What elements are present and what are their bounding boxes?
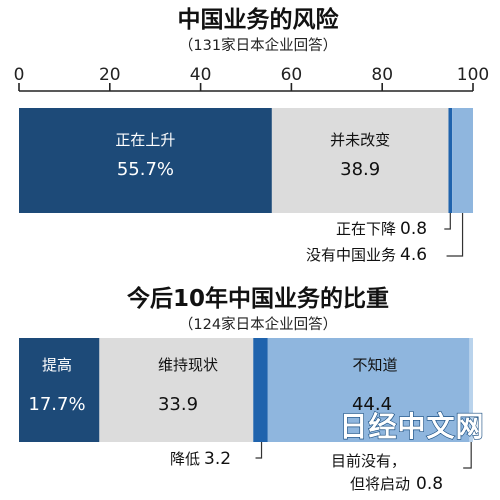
chart-1-subtitle: （131家日本企业回答） [179, 36, 337, 54]
callout-label: 降低 [170, 450, 200, 468]
segment-value: 17.7% [28, 394, 85, 415]
bar-segment [19, 338, 100, 442]
segment-value: 55.7% [117, 159, 174, 180]
callout-leader [444, 213, 451, 230]
segment-label: 不知道 [352, 356, 397, 374]
callout-value: 0.8 [400, 219, 427, 239]
bar-segment [253, 338, 268, 442]
chart-2-subtitle: （124家日本企业回答） [179, 315, 337, 333]
chart-2: 今后10年中国业务的比重 （124家日本企业回答） 提高 17.7% 维持现状 33.… [19, 285, 473, 494]
callout-label-line-2: 但将启动 [350, 475, 410, 493]
segment-label: 正在上升 [115, 131, 175, 149]
chart-2-stacked-bar: 提高 17.7% 维持现状 33.9 不知道 44.4 降低 3.2 目前没有， 但将启动 0.8 [19, 338, 473, 494]
x-tick-label: 40 [190, 65, 212, 85]
callout-leader [446, 213, 464, 257]
callout-leader [255, 442, 263, 459]
callout-label: 正在下降 [336, 220, 396, 238]
bar-segment [452, 108, 473, 213]
segment-label: 维持现状 [158, 356, 218, 374]
callout-label: 没有中国业务 [306, 246, 396, 264]
segment-label: 并未改变 [330, 131, 390, 149]
chart-2-title: 今后10年中国业务的比重 [127, 285, 389, 312]
x-tick-label: 0 [14, 65, 25, 85]
bar-segment [19, 108, 272, 213]
callout-value: 0.8 [416, 474, 443, 494]
callout-leader [463, 442, 472, 469]
bar-segment [267, 338, 470, 442]
x-tick-label: 100 [457, 65, 489, 85]
chart-1-title: 中国业务的风险 [178, 6, 340, 33]
callout-value: 4.6 [400, 245, 427, 265]
x-tick-label: 60 [281, 65, 303, 85]
bar-segment [469, 338, 473, 442]
chart-1-x-axis: 0 20 40 60 80 100 [14, 65, 489, 92]
watermark-logo: 日经中文网 [339, 410, 484, 443]
segment-value: 38.9 [340, 159, 380, 180]
bar-segment [271, 108, 449, 213]
bar-segment [99, 338, 254, 442]
callout-value: 3.2 [204, 449, 231, 469]
callout-label-line-1: 目前没有， [331, 452, 406, 470]
segment-value: 44.4 [352, 394, 392, 415]
x-tick-label: 80 [371, 65, 393, 85]
bar-segment [448, 108, 453, 213]
chart-1: 中国业务的风险 （131家日本企业回答） 0 20 40 60 80 100 正在上升 55… [14, 6, 490, 265]
x-tick-label: 20 [99, 65, 121, 85]
segment-label: 提高 [42, 356, 72, 374]
segment-value: 33.9 [158, 394, 198, 415]
